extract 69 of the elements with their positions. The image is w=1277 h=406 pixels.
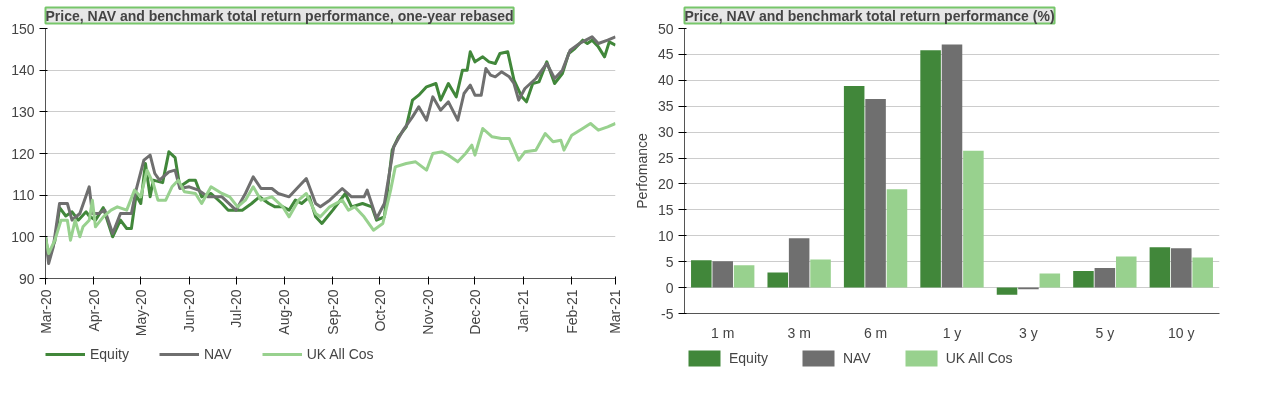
y-tick-label: -5: [661, 305, 674, 322]
y-tick-label: 35: [657, 98, 674, 115]
x-tick-label: 3 y: [1019, 324, 1038, 341]
y-tick-label: 150: [11, 20, 35, 37]
chart-title: Price, NAV and benchmark total return performance (%): [684, 7, 1055, 24]
y-tick-label: 5: [665, 253, 674, 270]
y-tick-label: 100: [11, 228, 35, 245]
bar: [996, 287, 1018, 295]
x-tick-label: Dec-20: [466, 289, 483, 335]
legend-label: Equity: [729, 350, 768, 366]
legend-label: UK All Cos: [945, 350, 1013, 366]
bar: [691, 260, 712, 288]
y-axis-title: Perfomance: [633, 133, 650, 209]
y-tick-label: 20: [657, 175, 674, 192]
x-tick-label: 3 m: [787, 324, 811, 341]
y-tick-label: 120: [11, 145, 35, 162]
y-tick-label: 40: [657, 72, 674, 89]
y-tick-label: 45: [657, 46, 674, 63]
legend-label: NAV: [842, 350, 871, 366]
bar: [712, 261, 733, 288]
y-tick-label: 0: [665, 279, 674, 296]
x-tick-label: 6 m: [863, 324, 888, 341]
bar: [1094, 267, 1116, 288]
x-tick-label: Jan-21: [515, 289, 532, 333]
x-tick-label: Apr-20: [85, 289, 102, 332]
bar: [767, 272, 789, 288]
chart-title: Price, NAV and benchmark total return performance, one-year rebased: [45, 7, 514, 24]
bar: [733, 265, 755, 288]
x-tick-label: Aug-20: [276, 289, 293, 335]
bar: [810, 259, 831, 288]
legend-label: UK All Cos: [306, 346, 374, 362]
x-tick-label: Jun-20: [181, 289, 198, 333]
y-tick-label: 140: [11, 62, 35, 79]
bar: [886, 189, 908, 288]
bar: [920, 50, 941, 288]
line-series: [45, 122, 616, 255]
y-tick-label: 30: [657, 124, 674, 141]
x-tick-label: 1 m: [711, 324, 735, 341]
x-tick-label: 5 y: [1095, 324, 1115, 341]
bar: [788, 238, 810, 288]
x-tick-label: 10 y: [1168, 324, 1195, 341]
y-tick-label: 25: [657, 150, 674, 167]
legend-label: Equity: [90, 346, 129, 362]
x-tick-label: Mar-21: [606, 289, 623, 334]
y-tick-label: 90: [18, 270, 35, 287]
x-tick-label: Jul-20: [228, 289, 245, 328]
bar: [1171, 248, 1192, 288]
x-tick-label: Feb-21: [563, 289, 580, 334]
bar: [1192, 257, 1213, 288]
x-tick-label: Sep-20: [324, 289, 341, 335]
bar: [1073, 271, 1094, 288]
x-tick-label: Nov-20: [420, 289, 437, 335]
bar: [941, 44, 963, 288]
x-tick-label: May-20: [132, 289, 149, 337]
legend-label: NAV: [203, 346, 232, 362]
bar: [1039, 273, 1061, 288]
y-tick-label: 110: [12, 187, 35, 204]
bar: [1149, 247, 1171, 288]
x-tick-label: 1 y: [942, 324, 962, 341]
bar: [843, 86, 865, 288]
y-tick-label: 15: [657, 201, 674, 218]
bar: [1115, 256, 1137, 288]
x-tick-label: Oct-20: [371, 289, 388, 332]
bar: [865, 98, 886, 288]
y-tick-label: 10: [657, 227, 674, 244]
y-tick-label: 50: [657, 20, 674, 37]
x-tick-label: Mar-20: [37, 289, 54, 334]
y-tick-label: 130: [11, 103, 35, 120]
bar: [963, 150, 984, 288]
